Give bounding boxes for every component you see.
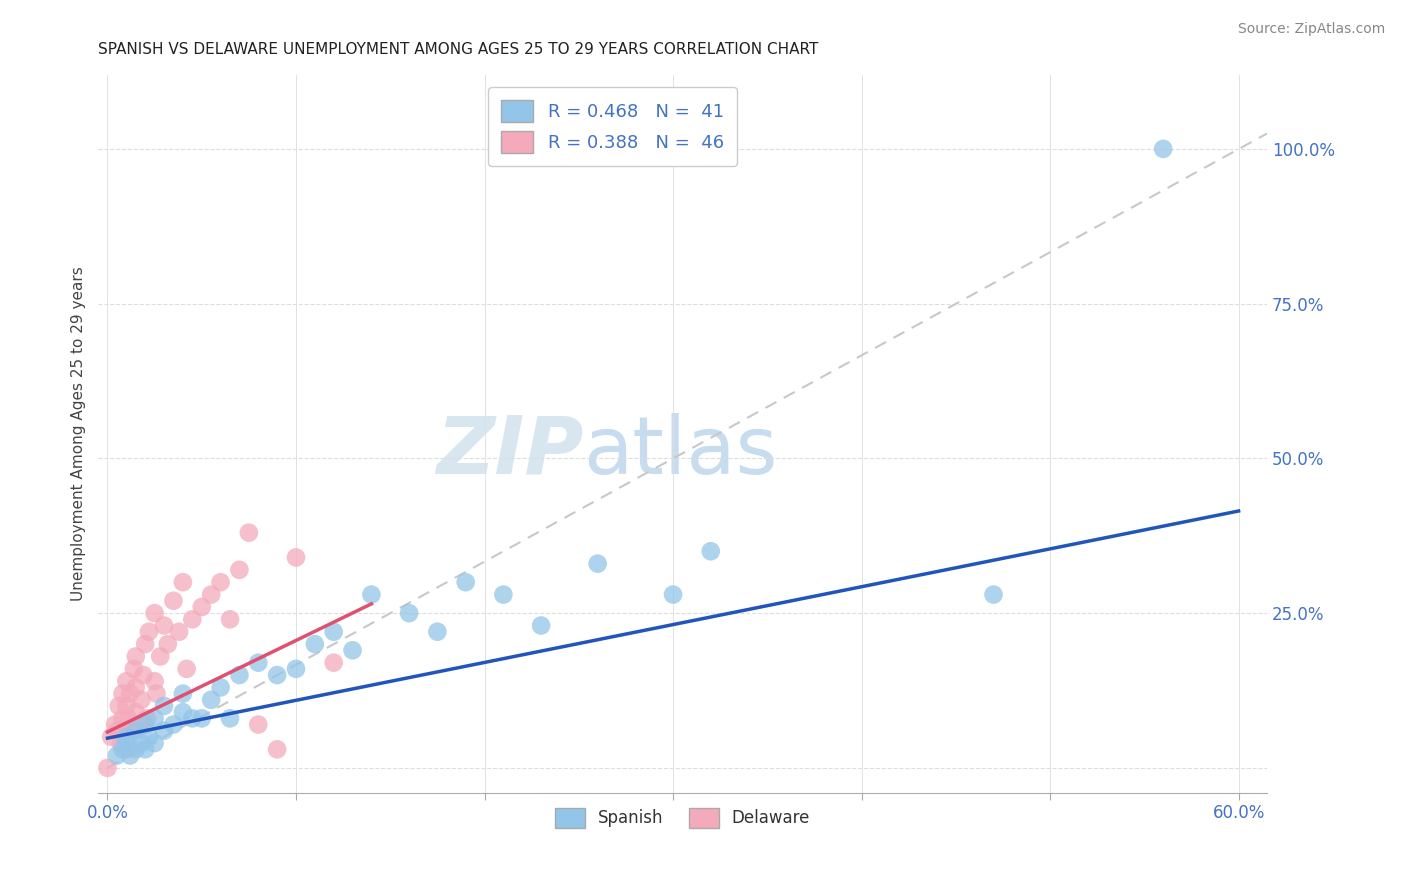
Point: [121, 723, 143, 738]
Point: [983, 588, 1005, 602]
Point: [107, 698, 129, 713]
Point: [190, 599, 212, 614]
Point: [219, 711, 242, 725]
Point: [132, 668, 155, 682]
Point: [662, 588, 685, 602]
Point: [167, 624, 190, 639]
Point: [117, 711, 139, 725]
Point: [162, 717, 184, 731]
Point: [134, 717, 156, 731]
Point: [96, 761, 118, 775]
Point: [209, 681, 232, 695]
Y-axis label: Unemployment Among Ages 25 to 29 years: Unemployment Among Ages 25 to 29 years: [72, 266, 86, 601]
Point: [114, 723, 136, 738]
Point: [172, 687, 194, 701]
Point: [285, 550, 308, 565]
Point: [104, 717, 127, 731]
Point: [285, 662, 308, 676]
Point: [700, 544, 723, 558]
Point: [492, 588, 515, 602]
Point: [454, 575, 477, 590]
Point: [342, 643, 364, 657]
Point: [530, 618, 553, 632]
Point: [181, 612, 204, 626]
Point: [100, 730, 122, 744]
Point: [125, 742, 148, 756]
Point: [111, 711, 134, 725]
Point: [105, 748, 128, 763]
Point: [238, 525, 260, 540]
Point: [153, 723, 176, 738]
Point: [138, 730, 160, 744]
Point: [115, 730, 138, 744]
Point: [110, 736, 132, 750]
Point: [322, 656, 344, 670]
Point: [125, 649, 148, 664]
Point: [122, 662, 145, 676]
Point: [120, 748, 142, 763]
Point: [162, 593, 184, 607]
Point: [111, 687, 134, 701]
Point: [120, 687, 142, 701]
Point: [1152, 142, 1174, 156]
Point: [128, 717, 150, 731]
Point: [115, 674, 138, 689]
Point: [125, 705, 148, 719]
Text: Source: ZipAtlas.com: Source: ZipAtlas.com: [1237, 22, 1385, 37]
Point: [190, 711, 212, 725]
Point: [200, 693, 222, 707]
Point: [131, 693, 153, 707]
Point: [176, 662, 198, 676]
Point: [143, 674, 166, 689]
Point: [115, 742, 138, 756]
Point: [136, 711, 159, 725]
Point: [586, 557, 609, 571]
Point: [111, 742, 134, 756]
Text: ZIP: ZIP: [436, 413, 583, 491]
Point: [228, 563, 250, 577]
Point: [398, 606, 420, 620]
Point: [134, 742, 156, 756]
Point: [115, 736, 138, 750]
Point: [138, 624, 160, 639]
Point: [153, 618, 176, 632]
Point: [219, 612, 242, 626]
Point: [209, 575, 232, 590]
Point: [426, 624, 449, 639]
Point: [115, 698, 138, 713]
Point: [131, 736, 153, 750]
Point: [228, 668, 250, 682]
Point: [105, 723, 128, 738]
Point: [266, 742, 288, 756]
Point: [125, 681, 148, 695]
Point: [360, 588, 382, 602]
Point: [143, 711, 166, 725]
Point: [145, 687, 167, 701]
Point: [143, 736, 166, 750]
Text: atlas: atlas: [583, 413, 778, 491]
Point: [322, 624, 344, 639]
Point: [200, 588, 222, 602]
Text: SPANISH VS DELAWARE UNEMPLOYMENT AMONG AGES 25 TO 29 YEARS CORRELATION CHART: SPANISH VS DELAWARE UNEMPLOYMENT AMONG A…: [98, 42, 818, 57]
Point: [149, 649, 172, 664]
Point: [181, 711, 204, 725]
Point: [172, 575, 194, 590]
Point: [143, 606, 166, 620]
Point: [266, 668, 288, 682]
Point: [247, 656, 270, 670]
Point: [172, 705, 194, 719]
Point: [247, 717, 270, 731]
Point: [304, 637, 326, 651]
Point: [153, 698, 176, 713]
Point: [134, 637, 156, 651]
Legend: Spanish, Delaware: Spanish, Delaware: [548, 801, 817, 835]
Point: [125, 723, 148, 738]
Point: [156, 637, 179, 651]
